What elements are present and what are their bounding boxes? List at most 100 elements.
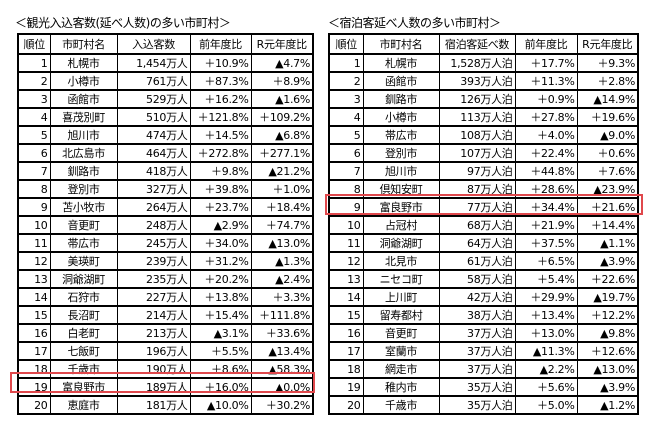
r1-ratio-cell: ▲2.4% bbox=[250, 269, 314, 289]
yoy-cell: ▲2.9% bbox=[189, 215, 252, 235]
municipality-cell: 北見市 bbox=[362, 251, 440, 271]
yoy-cell: ＋15.4% bbox=[189, 305, 252, 325]
table-row: 7 旭川市 97万人泊 ＋44.8% ＋7.6% bbox=[328, 161, 639, 181]
rank-cell: 13 bbox=[17, 269, 51, 289]
yoy-cell: ＋37.5% bbox=[514, 233, 578, 253]
count-cell: 1,528万人泊 bbox=[438, 53, 516, 73]
rank-cell: 19 bbox=[17, 377, 51, 397]
r1-ratio-cell: ＋0.6% bbox=[576, 143, 639, 163]
municipality-cell: 富良野市 bbox=[49, 377, 118, 397]
r1-ratio-cell: ＋22.6% bbox=[576, 269, 639, 289]
table-row: 3 函館市 529万人 ＋16.2% ▲1.6% bbox=[17, 89, 314, 109]
count-cell: 87万人泊 bbox=[438, 179, 516, 199]
count-cell: 510万人 bbox=[116, 107, 191, 127]
yoy-cell: ＋44.8% bbox=[514, 161, 578, 181]
column-header-rank: 順位 bbox=[328, 33, 364, 55]
municipality-cell: 上川町 bbox=[362, 287, 440, 307]
yoy-cell: ＋23.7% bbox=[189, 197, 252, 217]
count-cell: 761万人 bbox=[116, 71, 191, 91]
rank-cell: 16 bbox=[328, 323, 364, 343]
count-cell: 37万人泊 bbox=[438, 323, 516, 343]
yoy-cell: ＋5.6% bbox=[514, 377, 578, 397]
table-row: 7 釧路市 418万人 ＋9.8% ▲21.2% bbox=[17, 161, 314, 181]
municipality-cell: 釧路市 bbox=[49, 161, 118, 181]
rank-cell: 13 bbox=[328, 269, 364, 289]
municipality-cell: 音更町 bbox=[49, 215, 118, 235]
municipality-cell: 富良野市 bbox=[362, 197, 440, 217]
yoy-cell: ＋16.0% bbox=[189, 377, 252, 397]
r1-ratio-cell: ▲3.9% bbox=[576, 377, 639, 397]
municipality-cell: 音更町 bbox=[362, 323, 440, 343]
column-header-r1-ratio: R元年度比 bbox=[250, 33, 314, 55]
yoy-cell: ▲3.1% bbox=[189, 323, 252, 343]
rank-cell: 15 bbox=[17, 305, 51, 325]
r1-ratio-cell: ＋111.8% bbox=[250, 305, 314, 325]
rank-cell: 1 bbox=[17, 53, 51, 73]
rank-cell: 2 bbox=[17, 71, 51, 91]
table-header-row: 順位 市町村名 宿泊客延べ数 前年度比 R元年度比 bbox=[328, 33, 639, 55]
r1-ratio-cell: ▲1.1% bbox=[576, 233, 639, 253]
r1-ratio-cell: ＋3.3% bbox=[250, 287, 314, 307]
count-cell: 181万人 bbox=[116, 395, 191, 415]
table-row: 16 音更町 37万人泊 ＋13.0% ▲9.8% bbox=[328, 323, 639, 343]
column-header-municipality: 市町村名 bbox=[49, 33, 118, 55]
count-cell: 68万人泊 bbox=[438, 215, 516, 235]
municipality-cell: 倶知安町 bbox=[362, 179, 440, 199]
table-row: 2 小樽市 761万人 ＋87.3% ＋8.9% bbox=[17, 71, 314, 91]
r1-ratio-cell: ＋33.6% bbox=[250, 323, 314, 343]
r1-ratio-cell: ▲13.0% bbox=[576, 359, 639, 379]
table-row: 16 白老町 213万人 ▲3.1% ＋33.6% bbox=[17, 323, 314, 343]
rank-cell: 19 bbox=[328, 377, 364, 397]
r1-ratio-cell: ＋12.6% bbox=[576, 341, 639, 361]
municipality-cell: 函館市 bbox=[362, 71, 440, 91]
table-row: 12 北見市 61万人泊 ＋6.5% ▲3.9% bbox=[328, 251, 639, 271]
yoy-cell: ＋6.5% bbox=[514, 251, 578, 271]
count-cell: 77万人泊 bbox=[438, 197, 516, 217]
table-row: 17 室蘭市 37万人泊 ▲11.3% ＋12.6% bbox=[328, 341, 639, 361]
count-cell: 35万人泊 bbox=[438, 395, 516, 415]
table-row: 2 函館市 393万人泊 ＋11.3% ＋2.8% bbox=[328, 71, 639, 91]
yoy-cell: ＋29.9% bbox=[514, 287, 578, 307]
r1-ratio-cell: ▲9.0% bbox=[576, 125, 639, 145]
yoy-cell: ＋272.8% bbox=[189, 143, 252, 163]
table-row: 12 美瑛町 239万人 ＋31.2% ▲1.3% bbox=[17, 251, 314, 271]
r1-ratio-cell: ▲1.6% bbox=[250, 89, 314, 109]
yoy-cell: ＋5.4% bbox=[514, 269, 578, 289]
count-cell: 393万人泊 bbox=[438, 71, 516, 91]
rank-cell: 2 bbox=[328, 71, 364, 91]
municipality-cell: 旭川市 bbox=[362, 161, 440, 181]
rank-cell: 6 bbox=[17, 143, 51, 163]
rank-cell: 4 bbox=[328, 107, 364, 127]
yoy-cell: ＋87.3% bbox=[189, 71, 252, 91]
r1-ratio-cell: ＋1.0% bbox=[250, 179, 314, 199]
yoy-cell: ＋22.4% bbox=[514, 143, 578, 163]
table-row: 1 札幌市 1,528万人泊 ＋17.7% ＋9.3% bbox=[328, 53, 639, 73]
r1-ratio-cell: ＋109.2% bbox=[250, 107, 314, 127]
rank-cell: 4 bbox=[17, 107, 51, 127]
r1-ratio-cell: ＋14.4% bbox=[576, 215, 639, 235]
rank-cell: 18 bbox=[328, 359, 364, 379]
count-cell: 97万人泊 bbox=[438, 161, 516, 181]
municipality-cell: 美瑛町 bbox=[49, 251, 118, 271]
count-cell: 214万人 bbox=[116, 305, 191, 325]
yoy-cell: ＋13.4% bbox=[514, 305, 578, 325]
yoy-cell: ▲11.3% bbox=[514, 341, 578, 361]
yoy-cell: ▲2.2% bbox=[514, 359, 578, 379]
r1-ratio-cell: ＋18.4% bbox=[250, 197, 314, 217]
r1-ratio-cell: ▲21.2% bbox=[250, 161, 314, 181]
tourist-visitors-table: 順位 市町村名 入込客数 前年度比 R元年度比 1 札幌市 1,454万人 ＋10.9% ▲4.… bbox=[17, 33, 314, 415]
table-header-row: 順位 市町村名 入込客数 前年度比 R元年度比 bbox=[17, 33, 314, 55]
municipality-cell: 室蘭市 bbox=[362, 341, 440, 361]
table-row: 14 上川町 42万人泊 ＋29.9% ▲19.7% bbox=[328, 287, 639, 307]
rank-cell: 7 bbox=[17, 161, 51, 181]
table-row: 5 帯広市 108万人泊 ＋4.0% ▲9.0% bbox=[328, 125, 639, 145]
yoy-cell: ＋13.0% bbox=[514, 323, 578, 343]
count-cell: 196万人 bbox=[116, 341, 191, 361]
count-cell: 213万人 bbox=[116, 323, 191, 343]
table-row: 4 小樽市 113万人泊 ＋27.8% ＋19.6% bbox=[328, 107, 639, 127]
count-cell: 37万人泊 bbox=[438, 359, 516, 379]
yoy-cell: ▲10.0% bbox=[189, 395, 252, 415]
yoy-cell: ＋121.8% bbox=[189, 107, 252, 127]
municipality-cell: 洞爺湖町 bbox=[49, 269, 118, 289]
table-row: 6 登別市 107万人泊 ＋22.4% ＋0.6% bbox=[328, 143, 639, 163]
